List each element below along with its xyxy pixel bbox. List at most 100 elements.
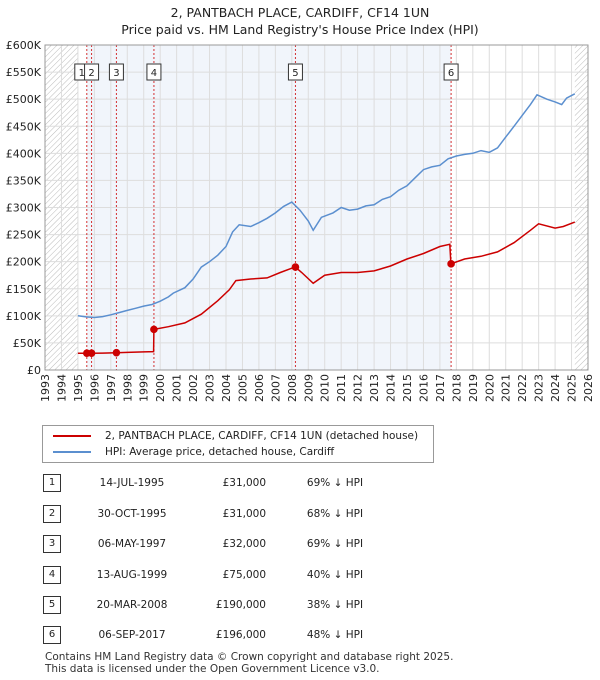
sale-label-box — [84, 63, 100, 81]
sale-label-box — [443, 63, 459, 81]
x-tick-label: 2012 — [352, 374, 365, 402]
x-tick-label: 2019 — [467, 374, 480, 402]
x-tick-label: 1994 — [55, 374, 68, 402]
x-tick-label: 2003 — [204, 374, 217, 402]
x-tick-label: 2005 — [236, 374, 249, 402]
x-tick-label: 2020 — [483, 374, 496, 402]
x-tick-label: 1996 — [88, 374, 101, 402]
footer-line-licence: This data is licensed under the Open Gov… — [45, 663, 380, 675]
sale-number: 3 — [43, 535, 61, 553]
sale-date: 14-JUL-1995 — [99, 477, 165, 489]
y-tick-label: £150K — [6, 283, 42, 296]
x-tick-label: 2021 — [500, 374, 513, 402]
footer-line-copyright: Contains HM Land Registry data © Crown c… — [45, 651, 454, 663]
legend-item-hpi: HPI: Average price, detached house, Card… — [53, 444, 334, 460]
sale-point — [150, 325, 158, 334]
sale-price: £196,000 — [215, 629, 266, 641]
y-tick-label: £100K — [6, 310, 42, 323]
sale-number: 2 — [43, 505, 61, 523]
x-tick-label: 2015 — [401, 374, 414, 402]
sale-date: 06-MAY-1997 — [97, 538, 167, 550]
y-tick-label: £300K — [6, 202, 42, 215]
x-tick-label: 2001 — [171, 374, 184, 402]
footer-attribution: Contains HM Land Registry data © Crown c… — [45, 651, 453, 675]
table-row: 3 06-MAY-1997 £32,000 69% ↓ HPI — [0, 534, 600, 554]
sale-point — [291, 263, 300, 271]
sale-point — [87, 349, 96, 358]
sale-label-box — [108, 63, 124, 81]
legend-label-property: 2, PANTBACH PLACE, CARDIFF, CF14 1UN (de… — [105, 430, 419, 442]
x-tick-label: 1993 — [39, 374, 52, 402]
x-tick-label: 2010 — [319, 374, 332, 402]
x-tick-label: 2004 — [220, 374, 233, 402]
x-tick-label: 2026 — [582, 374, 595, 402]
x-tick-label: 2002 — [187, 374, 200, 402]
x-tick-label: 1998 — [121, 374, 134, 402]
x-tick-label: 2018 — [450, 374, 463, 402]
sale-hpi-delta: 69% ↓ HPI — [306, 538, 364, 550]
y-tick-label: £350K — [6, 174, 42, 187]
x-tick-label: 2016 — [417, 374, 430, 402]
sale-hpi-delta: 68% ↓ HPI — [306, 508, 364, 520]
x-tick-label: 2013 — [368, 374, 381, 402]
sale-price: £75,000 — [222, 569, 266, 581]
property-price-line — [77, 221, 576, 354]
x-tick-label: 1997 — [105, 374, 118, 402]
sale-label-number: 3 — [113, 68, 119, 79]
y-tick-label: £200K — [6, 256, 42, 269]
x-tick-label: 2014 — [385, 374, 398, 402]
x-tick-label: 2011 — [335, 374, 348, 402]
sale-hpi-delta: 38% ↓ HPI — [306, 599, 364, 611]
sale-label-box — [287, 63, 303, 81]
legend-swatch-hpi — [53, 451, 91, 453]
x-tick-label: 2023 — [533, 374, 546, 402]
sale-date: 06-SEP-2017 — [98, 629, 166, 641]
sale-number: 5 — [43, 596, 61, 614]
table-row: 5 20-MAR-2008 £190,000 38% ↓ HPI — [0, 595, 600, 615]
table-row: 2 30-OCT-1995 £31,000 68% ↓ HPI — [0, 504, 600, 524]
x-tick-label: 2008 — [286, 374, 299, 402]
sale-label-number: 5 — [292, 68, 298, 79]
legend-label-hpi: HPI: Average price, detached house, Card… — [105, 446, 335, 458]
sale-date: 13-AUG-1999 — [96, 569, 168, 581]
x-tick-label: 1995 — [72, 374, 85, 402]
y-tick-label: £250K — [6, 229, 42, 242]
x-tick-label: 2007 — [269, 374, 282, 402]
x-tick-label: 2017 — [434, 374, 447, 402]
x-tick-label: 2024 — [549, 374, 562, 402]
sale-label-number: 2 — [88, 68, 94, 79]
sale-number: 4 — [43, 566, 61, 584]
sale-number: 1 — [43, 474, 61, 492]
y-tick-label: £600K — [6, 39, 42, 52]
x-tick-label: 2006 — [253, 374, 266, 402]
y-tick-label: £50K — [13, 337, 42, 350]
y-tick-label: £400K — [6, 147, 42, 160]
sale-date: 20-MAR-2008 — [96, 599, 168, 611]
y-tick-label: £450K — [6, 120, 42, 133]
x-tick-label: 2009 — [302, 374, 315, 402]
sale-hpi-delta: 40% ↓ HPI — [306, 569, 364, 581]
legend-swatch-property — [53, 435, 91, 437]
sale-hpi-delta: 48% ↓ HPI — [306, 629, 364, 641]
x-tick-label: 2022 — [516, 374, 529, 402]
table-row: 6 06-SEP-2017 £196,000 48% ↓ HPI — [0, 625, 600, 645]
sale-label-box — [146, 63, 162, 81]
sale-point — [112, 348, 121, 357]
chart-subtitle: Price paid vs. HM Land Registry's House … — [121, 22, 479, 37]
chart-title-block: 2, PANTBACH PLACE, CARDIFF, CF14 1UN Pri… — [0, 4, 600, 38]
legend-item-property: 2, PANTBACH PLACE, CARDIFF, CF14 1UN (de… — [53, 428, 418, 444]
sale-label-number: 6 — [448, 68, 454, 79]
sale-label-number: 1 — [79, 68, 85, 79]
plot-frame — [44, 44, 589, 371]
sale-label-number: 4 — [151, 68, 157, 79]
y-tick-label: £0 — [27, 364, 41, 377]
chart-legend: 2, PANTBACH PLACE, CARDIFF, CF14 1UN (de… — [42, 425, 434, 463]
sale-number: 6 — [43, 626, 61, 644]
sale-point — [447, 260, 455, 268]
sale-hpi-delta: 69% ↓ HPI — [306, 477, 364, 489]
sale-price: £31,000 — [222, 477, 266, 489]
table-row: 1 14-JUL-1995 £31,000 69% ↓ HPI — [0, 473, 600, 493]
x-tick-label: 2025 — [566, 374, 579, 402]
price-chart: 1 2 3 4 5 6 £0 £50K £100K £150K £200K £250K £300K £35… — [6, 39, 595, 402]
chart-title: 2, PANTBACH PLACE, CARDIFF, CF14 1UN — [170, 5, 430, 20]
